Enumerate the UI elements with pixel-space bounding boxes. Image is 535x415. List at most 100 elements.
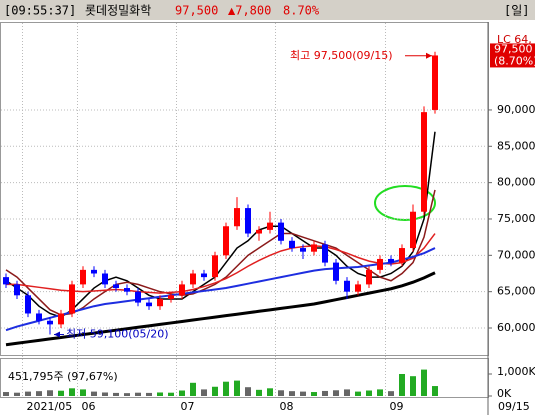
stock-name: 롯데정밀화학 — [85, 4, 151, 18]
volume-bar — [91, 391, 97, 396]
volume-bar — [223, 381, 229, 396]
x-tick-label: 06 — [82, 400, 96, 413]
volume-bar — [344, 389, 350, 396]
header-bar — [0, 0, 535, 20]
candle-body — [344, 280, 350, 292]
candle-body — [267, 222, 273, 230]
candle-body — [190, 273, 196, 285]
candle-body — [300, 248, 306, 252]
candle-body — [366, 269, 372, 285]
candle-body — [80, 269, 86, 285]
low-arrowhead — [54, 331, 60, 338]
y-tick-label: 70,000 — [497, 248, 535, 261]
volume-bar — [410, 376, 416, 396]
volume-bar — [36, 391, 42, 396]
candle-body — [322, 244, 328, 263]
high-annotation: 최고 97,500(09/15) — [290, 49, 393, 62]
volume-bar — [366, 390, 372, 396]
candle-body — [311, 244, 317, 252]
volume-bar — [355, 391, 361, 396]
volume-bar — [267, 388, 273, 396]
price-marker: (8.70%) — [494, 54, 535, 67]
candle-body — [421, 112, 427, 212]
volume-bar — [157, 392, 163, 396]
volume-bar — [179, 390, 185, 396]
candle-body — [3, 277, 9, 285]
candle-body — [278, 222, 284, 241]
y-tick-label: 60,000 — [497, 321, 535, 334]
candle-body — [25, 295, 31, 314]
volume-bar — [69, 388, 75, 396]
volume-bar — [3, 392, 9, 396]
x-tick-label: 09 — [390, 400, 404, 413]
x-tick-label: 08 — [280, 400, 294, 413]
candle-body — [102, 273, 108, 285]
x-tick-label: 07 — [181, 400, 195, 413]
low-annotation: 최저 59,100(05/20) — [66, 328, 169, 341]
candle-body — [36, 313, 42, 321]
candle-body — [355, 284, 361, 292]
volume-bar — [212, 386, 218, 396]
candle-body — [212, 255, 218, 278]
candle-body — [201, 273, 207, 278]
candle-body — [91, 269, 97, 274]
price: 97,500 — [175, 4, 218, 18]
volume-bar — [245, 387, 251, 396]
candle-body — [256, 229, 262, 234]
volume-bar — [421, 369, 427, 396]
candle-body — [223, 226, 229, 256]
volume-bar — [322, 390, 328, 396]
moving-average — [5, 131, 436, 318]
rate: 8.70% — [283, 4, 320, 18]
volume-bar — [432, 386, 438, 396]
volume-bar — [399, 373, 405, 396]
candle-body — [432, 55, 438, 110]
volume-bar — [388, 391, 394, 396]
price-marker: 97,500 — [494, 42, 533, 55]
volume-bar — [234, 380, 240, 396]
candle-body — [146, 302, 152, 307]
y-tick-label: 80,000 — [497, 176, 535, 189]
y-tick-label: 85,000 — [497, 139, 535, 152]
candle-body — [168, 295, 174, 299]
x-tick-label: 2021/05 — [27, 400, 73, 413]
volume-bar — [14, 392, 20, 396]
candle-body — [135, 291, 141, 303]
volume-bar — [256, 389, 262, 396]
candle-body — [47, 320, 53, 325]
y-tick-label: 0K — [497, 387, 512, 400]
volume-bar — [124, 393, 130, 396]
candle-body — [245, 208, 251, 234]
price-marker-box — [490, 43, 535, 68]
candle-body — [289, 240, 295, 249]
volume-bar — [47, 390, 53, 396]
volume-label: 451,795주 (97,67%) — [8, 370, 118, 383]
volume-bar — [278, 390, 284, 396]
time: [09:55:37] — [4, 4, 76, 18]
volume-bar — [300, 391, 306, 396]
candle-body — [179, 284, 185, 296]
volume-bar — [146, 392, 152, 396]
volume-bar — [113, 392, 119, 396]
volume-bar — [168, 392, 174, 396]
volume-bar — [311, 392, 317, 396]
last-date: 09/15 — [498, 400, 530, 413]
candle-body — [234, 208, 240, 227]
y-tick-label: 90,000 — [497, 103, 535, 116]
volume-bar — [289, 391, 295, 396]
candle-body — [124, 288, 130, 292]
period: [일] — [504, 4, 530, 18]
change: ▲7,800 — [228, 4, 271, 18]
moving-average — [5, 247, 436, 332]
volume-bar — [25, 391, 31, 396]
moving-average — [6, 233, 436, 294]
lc-label: LC 64, — [497, 33, 532, 46]
volume-bar — [333, 390, 339, 396]
candle-body — [58, 313, 64, 325]
candle-body — [14, 284, 20, 296]
volume-bar — [190, 382, 196, 396]
y-tick-label: 65,000 — [497, 285, 535, 298]
moving-average — [5, 271, 436, 347]
highlight-ellipse — [374, 185, 436, 221]
candle-body — [333, 262, 339, 281]
